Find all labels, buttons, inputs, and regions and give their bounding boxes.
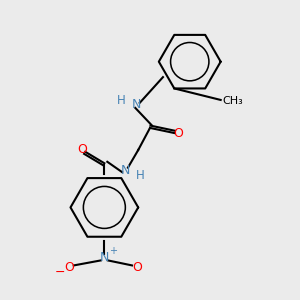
Text: CH₃: CH₃: [222, 96, 243, 106]
Text: O: O: [173, 127, 183, 140]
Text: N: N: [120, 164, 130, 177]
Text: N: N: [100, 251, 109, 264]
Text: −: −: [54, 266, 65, 279]
Text: H: H: [117, 94, 126, 107]
Text: N: N: [132, 98, 141, 111]
Text: H: H: [136, 169, 145, 182]
Text: O: O: [132, 261, 142, 274]
Text: +: +: [109, 246, 117, 256]
Text: O: O: [64, 261, 74, 274]
Text: O: O: [77, 143, 87, 157]
